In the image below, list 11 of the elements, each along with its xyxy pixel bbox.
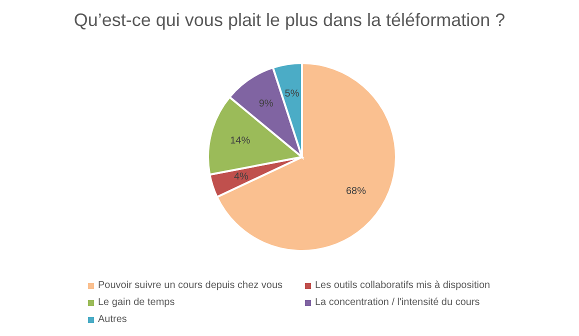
legend-label: Pouvoir suivre un cours depuis chez vous <box>98 280 283 291</box>
legend-label: Le gain de temps <box>98 297 175 308</box>
data-label: 9% <box>258 98 274 110</box>
data-label: 68% <box>346 186 366 197</box>
chart-title: Qu’est-ce qui vous plait le plus dans la téléformation ? <box>72 10 506 31</box>
data-label: 14% <box>230 136 250 147</box>
data-label: 5% <box>284 88 300 100</box>
legend-label: Autres <box>98 314 127 325</box>
data-label: 4% <box>234 171 249 182</box>
legend-label: La concentration / l'intensité du cours <box>315 297 480 308</box>
legend-label: Les outils collaboratifs mis à disposition <box>315 280 490 291</box>
